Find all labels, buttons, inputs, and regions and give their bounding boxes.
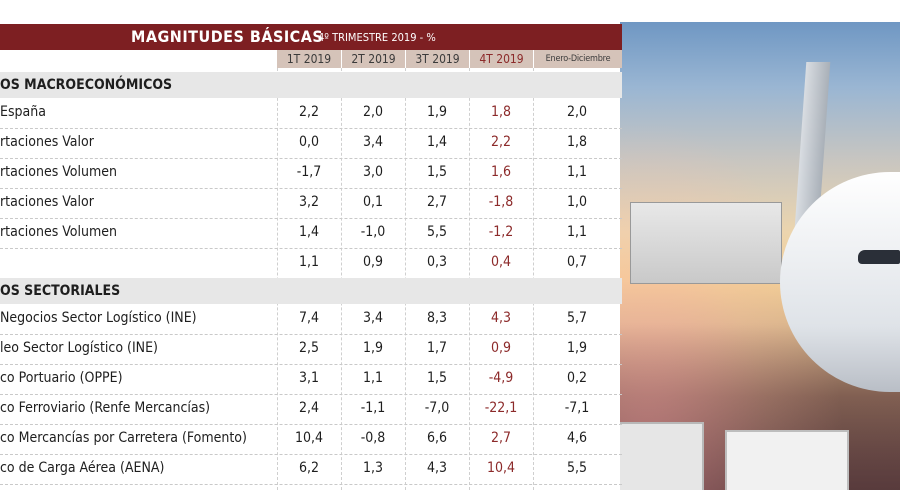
row-value: -1,2 [488, 224, 514, 240]
row-value: 5,5 [566, 460, 588, 476]
row-value: -0,8 [360, 430, 386, 446]
column-header-4t: 4T 2019 [470, 50, 533, 68]
row-value: 7,4 [298, 310, 320, 326]
row-value: 2,5 [298, 340, 320, 356]
section-header: OS SECTORIALES [0, 278, 622, 304]
magnitudes-table: MAGNITUDES BÁSICAS 4º TRIMESTRE 2019 - %… [0, 22, 622, 490]
row-value: 0,7 [566, 254, 588, 270]
table-row: co Mercancías por Carretera (Fomento) 10,… [0, 424, 622, 455]
row-value: 1,0 [566, 194, 588, 210]
row-label: co de Carga Aérea (AENA) [0, 460, 165, 476]
row-value: -7,0 [424, 400, 450, 416]
row-value: -7,1 [564, 400, 590, 416]
row-value: 2,0 [362, 104, 384, 120]
row-label: co Ferroviario (Renfe Mercancías) [0, 400, 211, 416]
row-value: 1,9 [566, 340, 588, 356]
row-value: 1,8 [566, 134, 588, 150]
row-value: 1,5 [426, 164, 448, 180]
row-value: 2,4 [298, 400, 320, 416]
row-value: 10,4 [294, 430, 324, 446]
row-value: 1,8 [490, 104, 512, 120]
row-label: rtaciones Valor [0, 194, 94, 210]
table-row: rtaciones Valor 3,2 0,1 2,7 -1,8 1,0 [0, 188, 622, 219]
table-row: co de Carga Aérea (AENA) 6,2 1,3 4,3 10,4 5,5 [0, 454, 622, 485]
row-value: 6,6 [426, 430, 448, 446]
row-value: -4,9 [488, 370, 514, 386]
row-label: leo Sector Logístico (INE) [0, 340, 158, 356]
row-value: 8,3 [426, 310, 448, 326]
table-row: 1,1 0,9 0,3 0,4 0,7 [0, 248, 622, 279]
table-title: MAGNITUDES BÁSICAS [131, 27, 324, 46]
cargo-truck [620, 422, 704, 490]
cargo-loader [630, 202, 782, 284]
row-value: 6,2 [298, 460, 320, 476]
row-value: 1,1 [566, 224, 588, 240]
row-value: 3,1 [298, 370, 320, 386]
row-label: rtaciones Volumen [0, 224, 117, 240]
row-value: 4,3 [426, 460, 448, 476]
table-title-bar: MAGNITUDES BÁSICAS 4º TRIMESTRE 2019 - % [0, 24, 622, 50]
row-value: -22,1 [484, 400, 518, 416]
row-value: 2,7 [490, 430, 512, 446]
row-value: 3,4 [362, 134, 384, 150]
row-value: 1,9 [362, 340, 384, 356]
row-value: 3,0 [362, 164, 384, 180]
row-value: -1,8 [488, 194, 514, 210]
row-value: 3,2 [298, 194, 320, 210]
row-value: 1,1 [566, 164, 588, 180]
row-value: 3,4 [362, 310, 384, 326]
row-value: 1,4 [298, 224, 320, 240]
row-value: 0,9 [490, 340, 512, 356]
row-value: 2,7 [426, 194, 448, 210]
row-value: 1,1 [298, 254, 320, 270]
row-value: -1,1 [360, 400, 386, 416]
airplane-cargo-photo [620, 22, 900, 490]
table-row: co Portuario (OPPE) 3,1 1,1 1,5 -4,9 0,2 [0, 364, 622, 395]
table-subtitle: 4º TRIMESTRE 2019 - % [318, 31, 436, 44]
row-value: 1,7 [426, 340, 448, 356]
row-value: 5,7 [566, 310, 588, 326]
table-row: Negocios Sector Logístico (INE) 7,4 3,4 8,3… [0, 304, 622, 335]
row-value: 0,2 [566, 370, 588, 386]
row-value: 0,0 [298, 134, 320, 150]
row-value: 1,3 [362, 460, 384, 476]
row-label: Negocios Sector Logístico (INE) [0, 310, 197, 326]
table-row: rtaciones Volumen -1,7 3,0 1,5 1,6 1,1 [0, 158, 622, 189]
section-header: OS MACROECONÓMICOS [0, 72, 622, 98]
table-row: co Ferroviario (Renfe Mercancías) 2,4 -1,1… [0, 394, 622, 425]
table-row: rtaciones Volumen 1,4 -1,0 5,5 -1,2 1,1 [0, 218, 622, 249]
row-value: 10,4 [486, 460, 516, 476]
column-header-annual: Enero-Diciembre [534, 50, 622, 68]
row-value: 2,2 [298, 104, 320, 120]
row-value: 1,1 [362, 370, 384, 386]
column-header-3t: 3T 2019 [406, 50, 469, 68]
row-value: 1,4 [426, 134, 448, 150]
cockpit-window [858, 250, 900, 264]
column-header-1t: 1T 2019 [277, 50, 341, 68]
row-value: 0,9 [362, 254, 384, 270]
table-row: rtaciones Valor 0,0 3,4 1,4 2,2 1,8 [0, 128, 622, 159]
row-value: 0,1 [362, 194, 384, 210]
row-value: 2,2 [490, 134, 512, 150]
row-label: rtaciones Volumen [0, 164, 117, 180]
row-value: 5,5 [426, 224, 448, 240]
cargo-truck [725, 430, 849, 490]
row-value: 2,0 [566, 104, 588, 120]
row-label: co Portuario (OPPE) [0, 370, 123, 386]
row-value: 1,9 [426, 104, 448, 120]
column-header-2t: 2T 2019 [342, 50, 405, 68]
row-label: rtaciones Valor [0, 134, 94, 150]
row-value: 0,3 [426, 254, 448, 270]
row-value: 4,3 [490, 310, 512, 326]
row-label: co Mercancías por Carretera (Fomento) [0, 430, 247, 446]
row-value: 0,4 [490, 254, 512, 270]
table-row: leo Sector Logístico (INE) 2,5 1,9 1,7 0,9 1,… [0, 334, 622, 365]
row-value: 4,6 [566, 430, 588, 446]
row-value: -1,7 [296, 164, 322, 180]
row-value: -1,0 [360, 224, 386, 240]
table-row: España 2,2 2,0 1,9 1,8 2,0 [0, 98, 622, 129]
row-value: 1,6 [490, 164, 512, 180]
row-label: España [0, 104, 46, 120]
row-value: 1,5 [426, 370, 448, 386]
